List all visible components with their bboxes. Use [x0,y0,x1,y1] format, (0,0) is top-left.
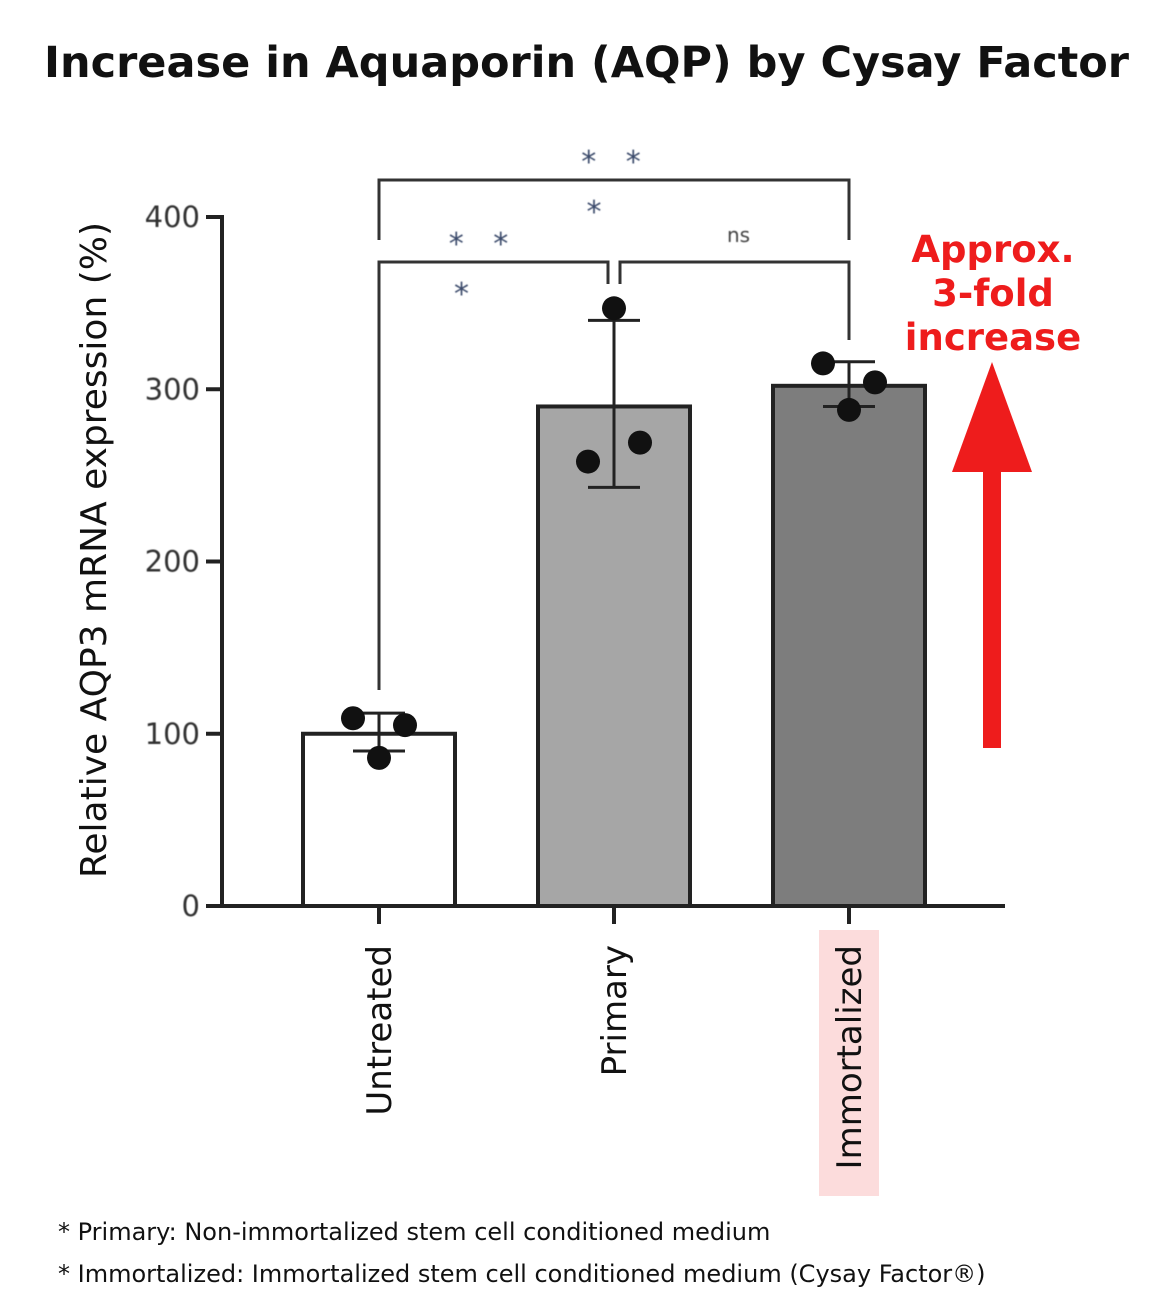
data-point [367,745,391,770]
data-point [811,351,835,376]
x-tick-label-primary: Primary [595,945,635,1076]
data-point [863,370,887,395]
arrow-shaft [983,470,1001,748]
annotation-line: 3-fold [932,272,1054,315]
x-tick-label-immortalized: Immortalized [830,945,870,1169]
y-tick-label: 0 [182,889,200,923]
y-tick-label: 300 [145,372,200,406]
bar-immortalized [771,383,927,908]
significance-label: * [587,195,602,230]
x-tick-label-untreated: Untreated [360,945,400,1116]
significance-bracket [377,178,851,240]
chart-title: Increase in Aquaporin (AQP) by Cysay Fac… [43,38,1129,88]
data-point [837,397,861,422]
significance-label: * * [581,145,651,180]
y-tick-label: 400 [145,200,200,234]
bar-untreated [301,731,457,908]
footnote-primary: * Primary: Non-immortalized stem cell co… [58,1218,771,1246]
significance-label: * [454,277,469,312]
data-point [341,706,365,731]
annotation-line: Approx. [911,228,1074,271]
significance-bracket [377,260,610,690]
annotation-line: increase [905,316,1081,359]
data-point [393,713,417,738]
significance-bracket [618,260,851,340]
significance-label: * * [449,227,519,262]
significance-label: ns [727,223,750,247]
bar-chart: 0 100 200 300 400 Untreated Primary Immortalize… [74,145,1081,1196]
y-axis-label: Relative AQP3 mRNA expression (%) [74,222,115,878]
bar-primary [536,404,692,908]
data-point [576,449,600,474]
y-tick-label: 100 [145,717,200,751]
arrow-up-icon [952,362,1032,472]
y-tick-label: 200 [145,545,200,579]
footnote-immortalized: * Immortalized: Immortalized stem cell c… [58,1260,986,1288]
data-point [602,296,626,321]
category-highlight [819,930,879,1196]
data-point [628,430,652,455]
